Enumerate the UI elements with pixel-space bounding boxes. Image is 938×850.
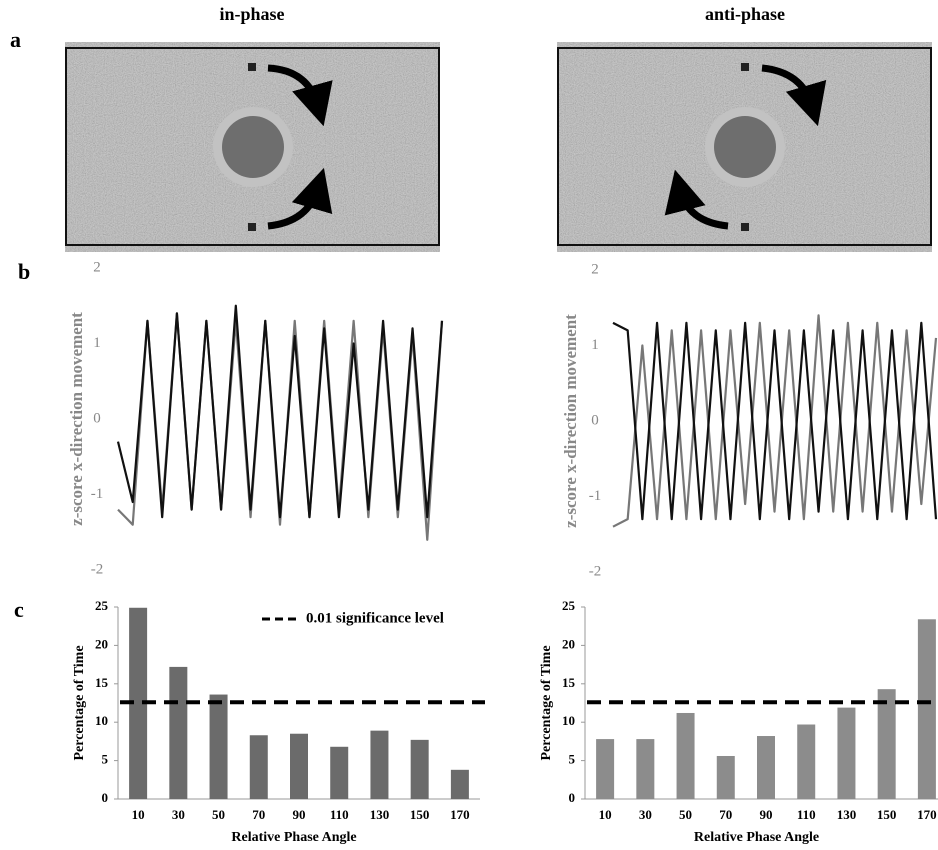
stimulus-anti-phase: [557, 42, 932, 252]
bar: [169, 666, 188, 799]
y-tick-label: 5: [102, 752, 109, 767]
x-tick-label: 110: [797, 807, 816, 822]
x-tick-label: 150: [877, 807, 897, 822]
bar: [450, 769, 469, 799]
y-tick-label: -2: [91, 561, 104, 577]
x-tick-label: 50: [679, 807, 692, 822]
bar: [877, 689, 896, 799]
y-axis-label: z-score x-direction movement: [67, 312, 86, 526]
x-tick-label: 30: [639, 807, 652, 822]
x-axis-label: Relative Phase Angle: [694, 830, 819, 845]
y-axis-label: z-score x-direction movement: [561, 314, 580, 528]
y-tick-label: 15: [95, 675, 109, 690]
x-axis-label: Relative Phase Angle: [231, 830, 356, 845]
y-tick-label: 2: [93, 259, 101, 275]
y-tick-label: 25: [95, 598, 109, 613]
y-tick-label: -2: [589, 563, 602, 579]
x-tick-label: 10: [599, 807, 612, 822]
x-tick-label: 170: [917, 807, 937, 822]
y-tick-label: 0: [591, 412, 599, 428]
y-tick-label: 15: [562, 675, 576, 690]
y-tick-label: 25: [562, 598, 576, 613]
panel-label: b: [18, 259, 30, 284]
y-axis-label: Percentage of Time: [72, 645, 87, 760]
y-tick-label: 20: [95, 636, 108, 651]
bar: [917, 619, 936, 799]
bar: [596, 739, 615, 799]
y-tick-label: 10: [562, 713, 575, 728]
line-series: [612, 314, 938, 528]
x-tick-label: 130: [837, 807, 857, 822]
x-tick-label: 150: [410, 807, 430, 822]
bar: [330, 746, 349, 799]
y-tick-label: 1: [93, 335, 101, 351]
x-tick-label: 90: [760, 807, 773, 822]
bar-chart: 0 5 10 15 20 25 10 30 50 70 90 110 130 150 170 Percenta…: [539, 598, 938, 845]
bar: [209, 694, 228, 799]
panel-label: a: [10, 27, 21, 52]
column-header: in-phase: [219, 4, 284, 24]
bar: [716, 755, 735, 799]
x-tick-label: 90: [293, 807, 306, 822]
y-tick-label: 2: [591, 261, 599, 277]
x-tick-label: 70: [719, 807, 732, 822]
y-tick-label: -1: [91, 486, 104, 502]
x-tick-label: 70: [252, 807, 265, 822]
bar: [797, 724, 816, 799]
y-tick-label: 0: [93, 410, 101, 426]
x-tick-label: 170: [450, 807, 470, 822]
y-tick-label: 0: [569, 790, 576, 805]
line-series: [116, 304, 444, 519]
stimulus-in-phase: [65, 42, 440, 252]
bar: [410, 739, 429, 799]
x-tick-label: 30: [172, 807, 185, 822]
panel-label: c: [14, 597, 24, 622]
y-tick-label: 5: [569, 752, 576, 767]
bar: [370, 730, 389, 799]
bar-chart: 0 5 10 15 20 25 10 30 50 70 90 110 130 150 170 0.01 sig…: [72, 598, 485, 845]
y-tick-label: -1: [589, 488, 602, 504]
column-header: anti-phase: [705, 4, 785, 24]
bar: [290, 733, 308, 799]
x-tick-label: 130: [370, 807, 390, 822]
x-tick-label: 110: [330, 807, 349, 822]
bar: [249, 735, 268, 799]
x-tick-label: 10: [132, 807, 145, 822]
bar: [757, 736, 775, 799]
x-tick-label: 50: [212, 807, 225, 822]
line-series: [612, 321, 938, 521]
bar: [636, 739, 655, 799]
y-tick-label: 0: [102, 790, 109, 805]
bar: [676, 712, 695, 799]
y-tick-label: 20: [562, 636, 575, 651]
y-tick-label: 1: [591, 337, 599, 353]
bar: [837, 707, 856, 799]
y-tick-label: 10: [95, 713, 108, 728]
bar: [129, 607, 148, 799]
legend-label: 0.01 significance level: [306, 610, 444, 626]
y-axis-label: Percentage of Time: [539, 645, 554, 760]
